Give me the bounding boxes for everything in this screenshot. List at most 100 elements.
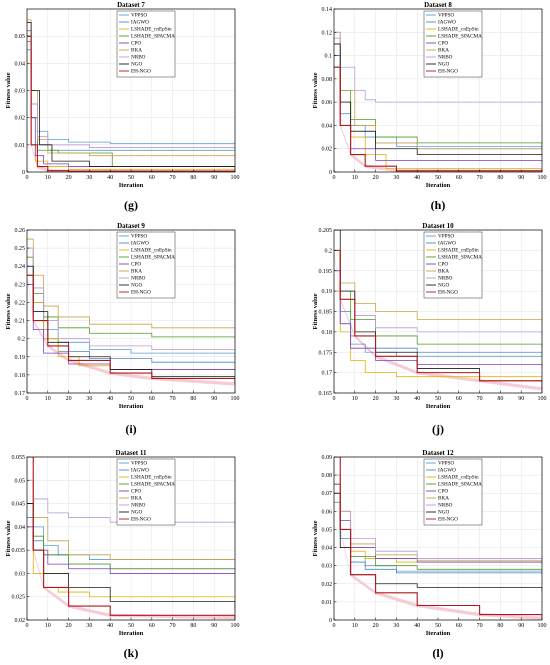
y-tick-label: 0.18 — [322, 330, 333, 336]
y-axis-label: Fitness value — [312, 520, 319, 556]
x-tick-label: 0 — [333, 396, 336, 402]
x-tick-label: 60 — [456, 175, 462, 181]
x-tick-label: 20 — [373, 623, 379, 629]
y-tick-label: 0.04 — [15, 525, 26, 531]
legend-label: BKA — [131, 269, 142, 275]
legend-label: EH-NGO — [131, 290, 151, 296]
x-tick-label: 60 — [149, 623, 155, 629]
legend-label: LSHADE_cnEpSin — [438, 475, 479, 481]
x-tick-label: 50 — [435, 623, 441, 629]
x-tick-label: 90 — [211, 623, 217, 629]
legend-label: IAGWO — [438, 20, 456, 26]
legend-label: IAGWO — [438, 241, 456, 247]
x-tick-label: 40 — [107, 396, 113, 402]
x-tick-label: 20 — [373, 175, 379, 181]
panel-letter: (h) — [431, 198, 446, 212]
x-tick-label: 70 — [170, 396, 176, 402]
legend-label: VPPSO — [438, 13, 454, 19]
legend-label: EH-NGO — [131, 69, 151, 75]
legend-label: BKA — [131, 496, 142, 502]
legend-label: BKA — [438, 48, 449, 54]
y-tick-label: 0.12 — [322, 30, 333, 36]
y-tick-label: 0.21 — [15, 319, 26, 325]
y-tick-label: 0.05 — [322, 527, 333, 533]
series-line-eh-ngo — [27, 274, 235, 384]
x-tick-label: 10 — [45, 175, 51, 181]
y-tick-label: 0.02 — [322, 582, 333, 588]
legend-label: CPO — [131, 41, 141, 47]
legend-label: VPPSO — [438, 461, 454, 467]
legend-label: NRBO — [438, 55, 453, 61]
y-tick-label: 0.08 — [322, 77, 333, 83]
legend-label: VPPSO — [131, 13, 147, 19]
y-axis-label: Fitness value — [312, 293, 319, 329]
x-tick-label: 30 — [393, 396, 399, 402]
x-tick-label: 10 — [45, 623, 51, 629]
y-tick-label: 0.22 — [15, 300, 26, 306]
legend-label: LSHADE_SPACMA — [438, 482, 482, 488]
x-tick-label: 30 — [86, 623, 92, 629]
x-tick-label: 70 — [477, 175, 483, 181]
y-tick-label: 0.04 — [15, 61, 26, 67]
x-tick-label: 40 — [414, 175, 420, 181]
y-tick-label: 0 — [329, 170, 332, 176]
legend-label: IAGWO — [438, 468, 456, 474]
panel-letter: (k) — [124, 646, 139, 660]
x-tick-label: 50 — [128, 175, 134, 181]
legend-label: VPPSO — [131, 234, 147, 240]
legend-label: CPO — [438, 41, 448, 47]
series-line-eh-ngo — [334, 249, 542, 389]
x-tick-label: 20 — [66, 623, 72, 629]
legend-label: NRBO — [438, 503, 453, 509]
panel-letter: (g) — [124, 198, 138, 212]
x-tick-label: 60 — [456, 396, 462, 402]
x-tick-label: 90 — [518, 175, 524, 181]
x-tick-label: 50 — [128, 396, 134, 402]
legend-label: LSHADE_cnEpSin — [131, 475, 172, 481]
x-tick-label: 10 — [352, 623, 358, 629]
x-tick-label: 100 — [538, 175, 547, 181]
x-tick-label: 100 — [231, 623, 240, 629]
legend-label: IAGWO — [131, 20, 149, 26]
y-tick-label: 0.23 — [15, 282, 26, 288]
x-tick-label: 60 — [149, 175, 155, 181]
y-tick-label: 0.02 — [322, 147, 333, 153]
y-tick-label: 0.25 — [15, 246, 26, 252]
x-tick-label: 20 — [373, 396, 379, 402]
x-tick-label: 30 — [86, 175, 92, 181]
legend-label: LSHADE_SPACMA — [131, 482, 175, 488]
x-tick-label: 30 — [393, 175, 399, 181]
legend-label: LSHADE_SPACMA — [131, 34, 175, 40]
x-axis-label: Iteration — [426, 630, 451, 637]
y-tick-label: 0.1 — [325, 54, 333, 60]
y-tick-label: 0.035 — [12, 548, 26, 554]
legend-label: EH-NGO — [438, 69, 458, 75]
series-line-eh-ngo — [27, 457, 235, 618]
y-axis-label: Fitness value — [312, 72, 319, 108]
panel-letter: (j) — [432, 422, 444, 436]
x-tick-label: 80 — [190, 396, 196, 402]
legend-label: LSHADE_SPACMA — [131, 255, 175, 261]
legend-label: NGO — [131, 510, 142, 516]
chart-title: Dataset 10 — [422, 222, 454, 230]
y-tick-label: 0.01 — [15, 143, 26, 149]
x-tick-label: 90 — [518, 396, 524, 402]
y-tick-label: 0.2 — [325, 248, 333, 254]
series-line-eh-ngo — [334, 457, 542, 619]
y-tick-label: 0.045 — [12, 502, 26, 508]
x-tick-label: 50 — [435, 175, 441, 181]
series-line-eh-ngo — [27, 35, 235, 172]
y-tick-label: 0.07 — [322, 491, 333, 497]
x-tick-label: 50 — [435, 396, 441, 402]
y-tick-label: 0.01 — [322, 600, 333, 606]
x-tick-label: 100 — [231, 175, 240, 181]
legend-label: BKA — [131, 48, 142, 54]
legend-label: CPO — [131, 489, 141, 495]
x-axis-label: Iteration — [119, 630, 144, 637]
legend-label: LSHADE_cnEpSin — [131, 27, 172, 33]
x-tick-label: 70 — [170, 623, 176, 629]
y-tick-label: 0.09 — [322, 455, 333, 461]
legend-label: IAGWO — [131, 468, 149, 474]
y-tick-label: 0.06 — [322, 509, 333, 515]
chart-title: Dataset 9 — [117, 222, 145, 230]
